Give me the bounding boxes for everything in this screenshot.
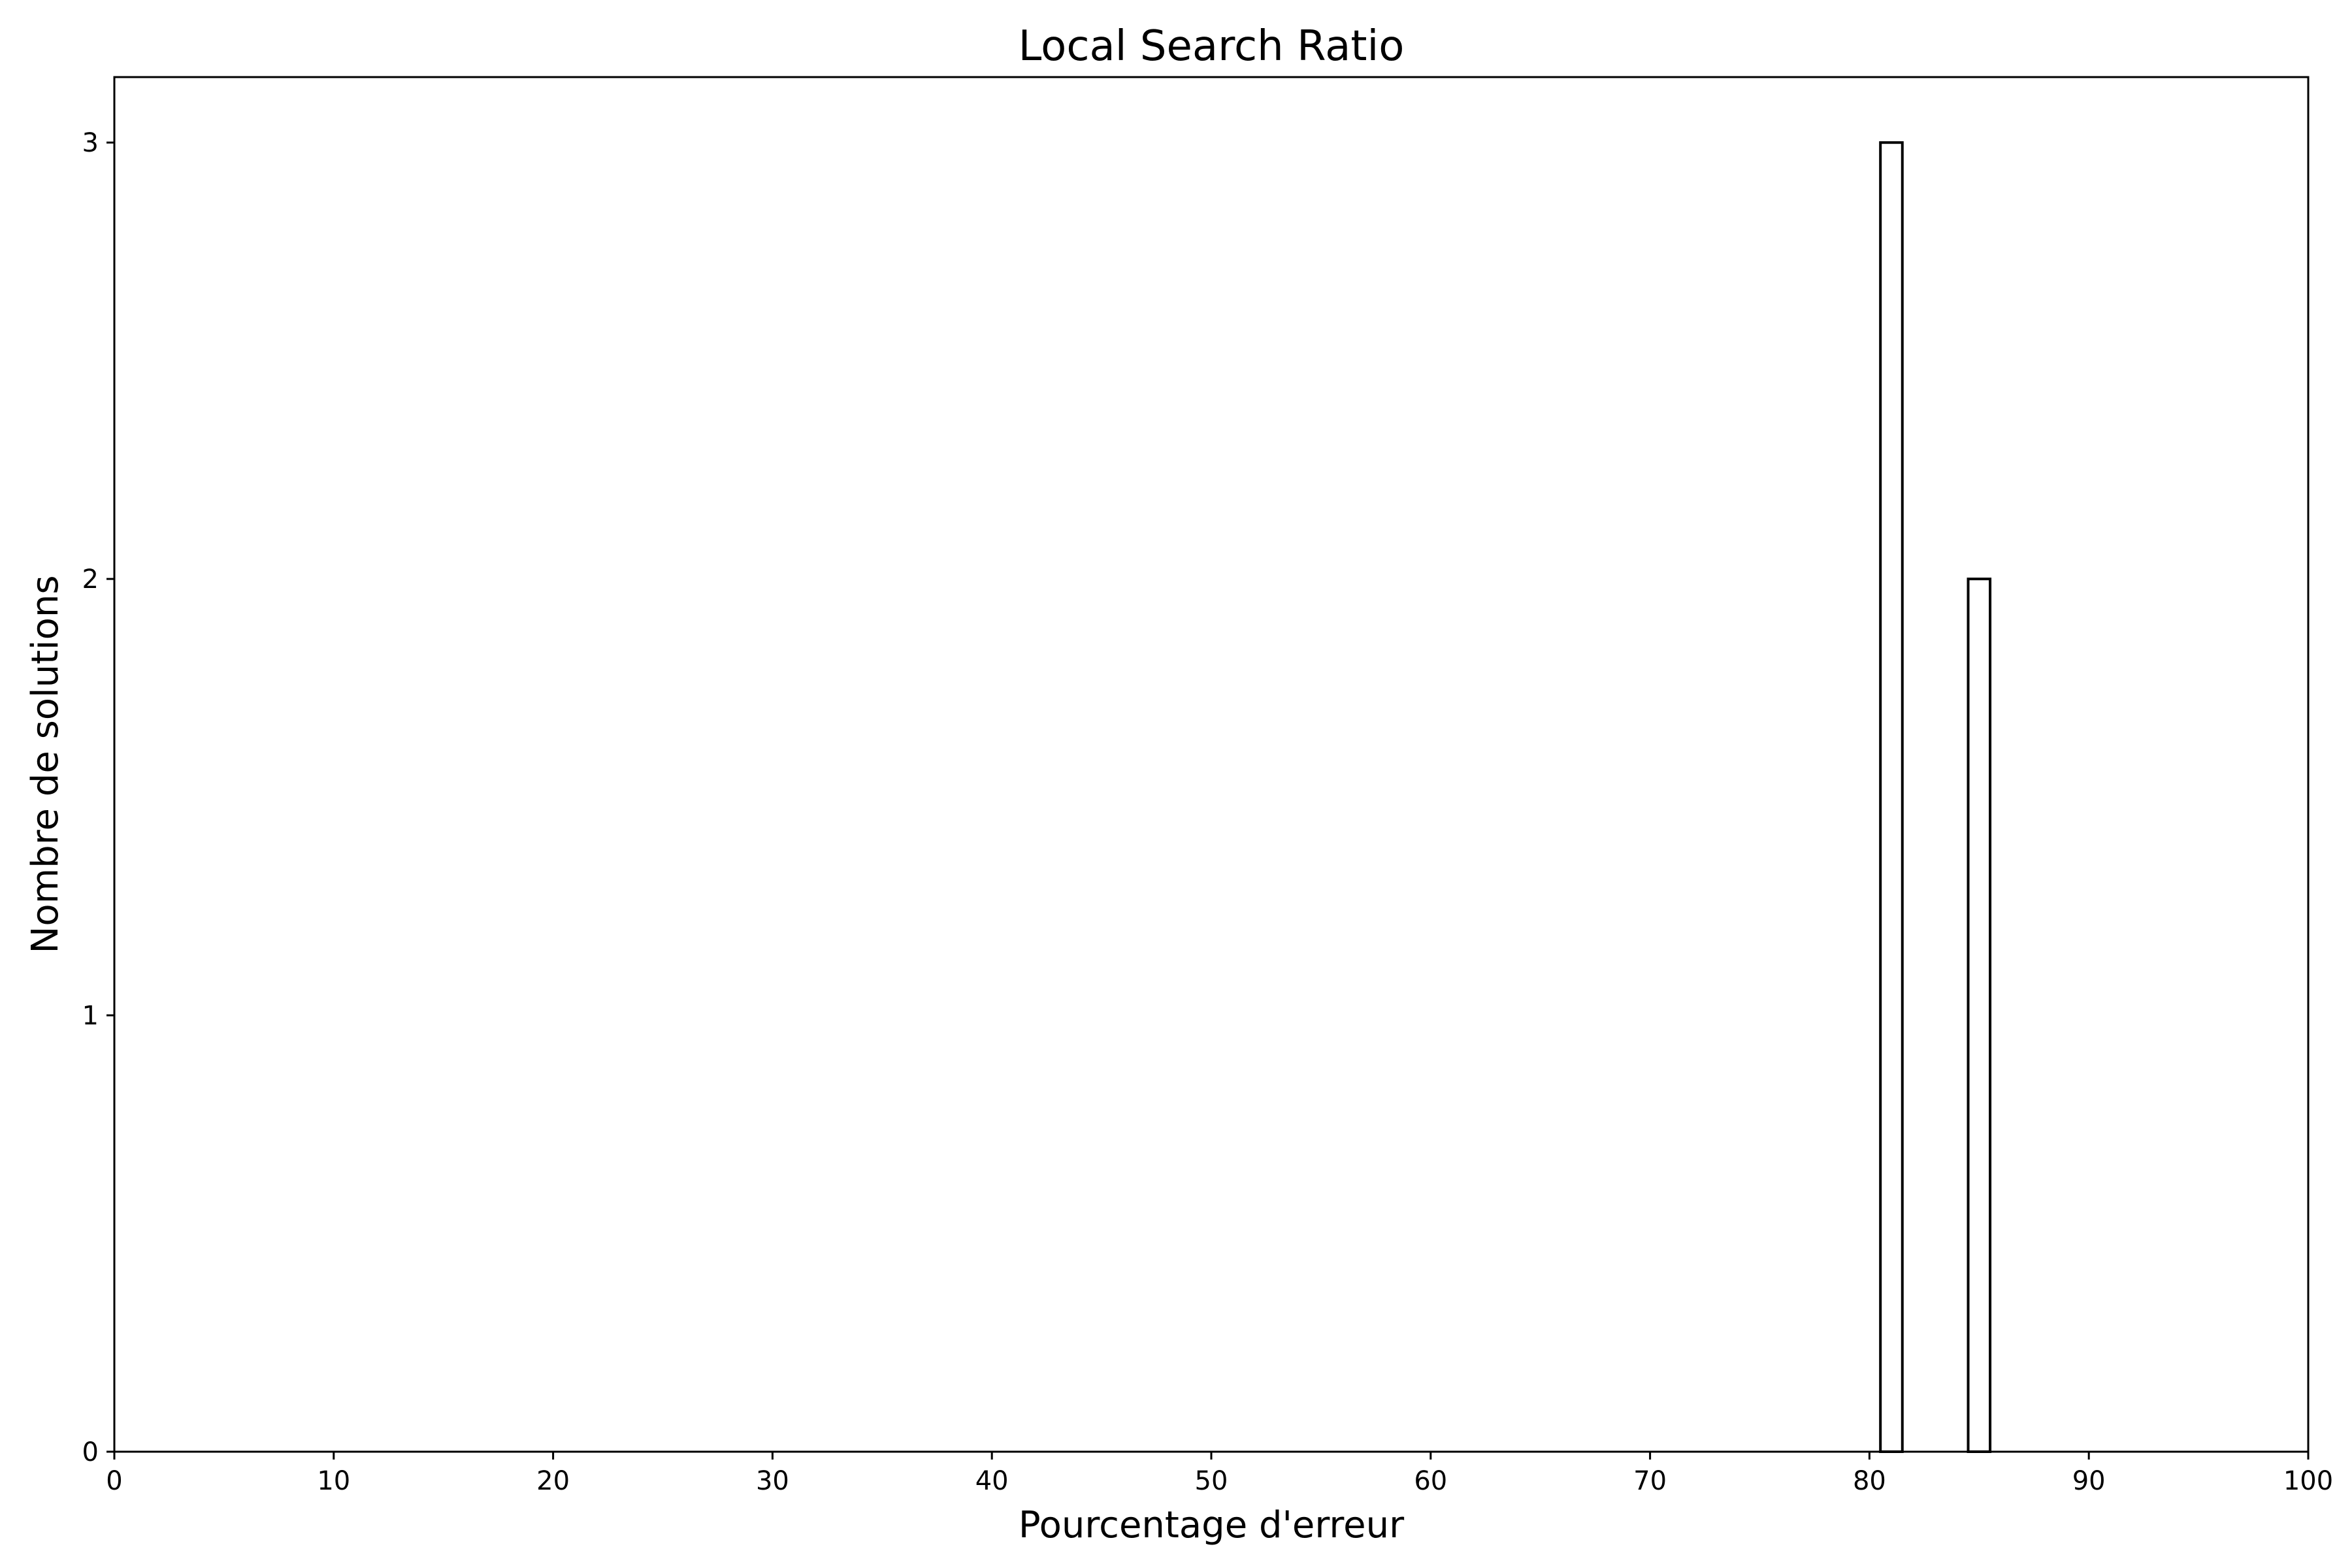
chart-title: Local Search Ratio bbox=[1019, 22, 1405, 71]
x-tick-label-0: 0 bbox=[106, 1466, 122, 1496]
y-axis-ticks: 0 1 2 3 bbox=[82, 128, 114, 1467]
x-tick-label-4: 40 bbox=[975, 1466, 1009, 1496]
y-axis-label: Nombre de solutions bbox=[24, 575, 67, 953]
x-axis-ticks: 0 10 20 30 40 50 60 70 80 90 100 bbox=[106, 1452, 2333, 1496]
y-tick-label-1: 1 bbox=[82, 1001, 99, 1031]
x-tick-label-10: 100 bbox=[2283, 1466, 2333, 1496]
x-tick-label-9: 90 bbox=[2072, 1466, 2106, 1496]
x-tick-label-5: 50 bbox=[1195, 1466, 1228, 1496]
x-tick-label-8: 80 bbox=[1853, 1466, 1886, 1496]
bars-group bbox=[1879, 141, 1992, 1454]
x-tick-label-6: 60 bbox=[1414, 1466, 1447, 1496]
y-tick-label-0: 0 bbox=[82, 1437, 99, 1467]
x-tick-label-7: 70 bbox=[1633, 1466, 1667, 1496]
x-tick-label-3: 30 bbox=[756, 1466, 789, 1496]
x-tick-label-2: 20 bbox=[536, 1466, 570, 1496]
y-tick-label-3: 3 bbox=[82, 128, 99, 158]
y-tick-label-2: 2 bbox=[82, 564, 99, 595]
bar-0 bbox=[1879, 141, 1904, 1454]
x-tick-label-1: 10 bbox=[317, 1466, 350, 1496]
x-axis-label: Pourcentage d'erreur bbox=[1019, 1504, 1405, 1546]
bar-1 bbox=[1967, 578, 1992, 1454]
